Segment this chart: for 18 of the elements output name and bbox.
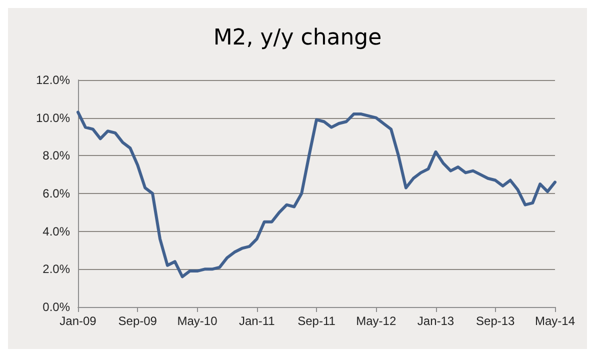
y-tick-label: 0.0% <box>42 300 70 314</box>
y-tick-label: 4.0% <box>42 224 70 238</box>
y-tick-label: 10.0% <box>36 110 70 125</box>
x-tick-label: Sep-09 <box>118 314 158 328</box>
x-tick-label: May-14 <box>534 314 576 328</box>
y-tick-label: 12.0% <box>36 73 70 87</box>
x-tick-label: Jan-09 <box>60 314 97 328</box>
line-series <box>76 110 556 278</box>
x-tick-label: Sep-13 <box>476 314 516 328</box>
y-tick-label: 2.0% <box>42 262 70 276</box>
x-tick-label: Jan-13 <box>417 314 454 328</box>
x-tick-label: Sep-11 <box>298 314 336 328</box>
x-tick-label: Jan-11 <box>238 314 276 328</box>
y-tick-label: 6.0% <box>42 186 70 200</box>
x-tick-label: May-12 <box>356 314 396 328</box>
x-tick-label: May-10 <box>177 314 218 328</box>
y-tick-label: 8.0% <box>42 148 70 163</box>
chart-title: M2, y/y change <box>213 26 382 50</box>
